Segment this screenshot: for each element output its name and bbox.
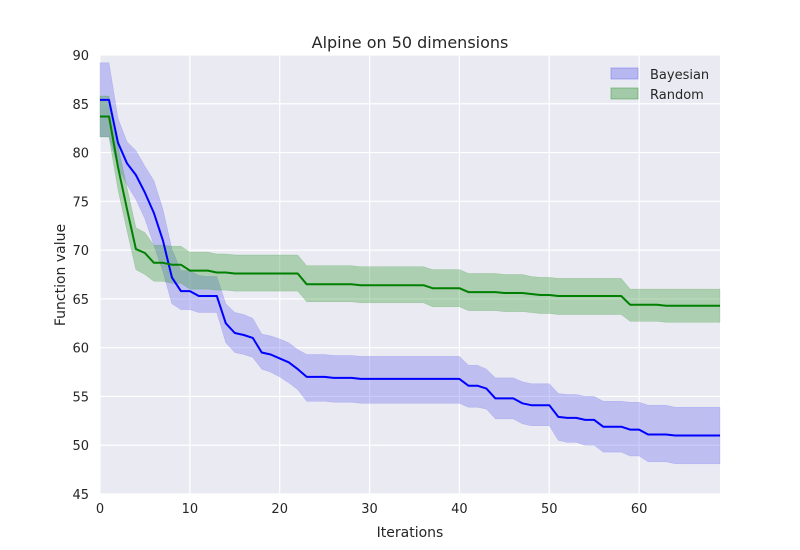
x-axis-label: Iterations <box>377 525 444 541</box>
random-series-line <box>100 115 720 307</box>
y-tick-label: 90 <box>72 49 89 64</box>
bayesian-series-line <box>100 98 720 437</box>
legend-label-random: Random <box>650 88 704 103</box>
y-tick-label: 60 <box>72 342 89 357</box>
y-tick-label: 45 <box>72 488 89 503</box>
x-tick-label: 20 <box>271 502 288 517</box>
x-tick-label: 40 <box>451 502 468 517</box>
chart-title: Alpine on 50 dimensions <box>312 33 509 52</box>
random-confidence-band <box>99 95 721 323</box>
x-tick-label: 30 <box>361 502 378 517</box>
confidence-bands <box>99 62 721 465</box>
y-tick-label: 70 <box>72 244 89 259</box>
series-lines <box>100 98 720 437</box>
y-tick-label: 65 <box>72 293 89 308</box>
legend-swatch-bayesian <box>610 67 639 80</box>
y-tick-label: 85 <box>72 98 89 113</box>
x-tick-label: 10 <box>182 502 199 517</box>
x-tick-labels: 0 10 20 30 40 50 60 <box>96 502 648 517</box>
x-tick-label: 0 <box>96 502 104 517</box>
y-tick-label: 55 <box>72 390 89 405</box>
legend-label-bayesian: Bayesian <box>650 68 709 83</box>
legend-swatch-random <box>610 87 639 100</box>
y-axis-label: Function value <box>53 224 69 326</box>
plot-background <box>100 55 720 494</box>
legend: Bayesian Random <box>610 67 709 103</box>
bayesian-confidence-band <box>99 62 721 465</box>
y-tick-labels: 45 50 55 60 65 70 75 80 85 90 <box>72 49 89 503</box>
grid-lines <box>99 54 720 495</box>
y-tick-label: 50 <box>72 439 89 454</box>
x-tick-label: 60 <box>631 502 648 517</box>
y-tick-label: 80 <box>72 147 89 162</box>
x-tick-label: 50 <box>541 502 558 517</box>
y-tick-label: 75 <box>72 195 89 210</box>
